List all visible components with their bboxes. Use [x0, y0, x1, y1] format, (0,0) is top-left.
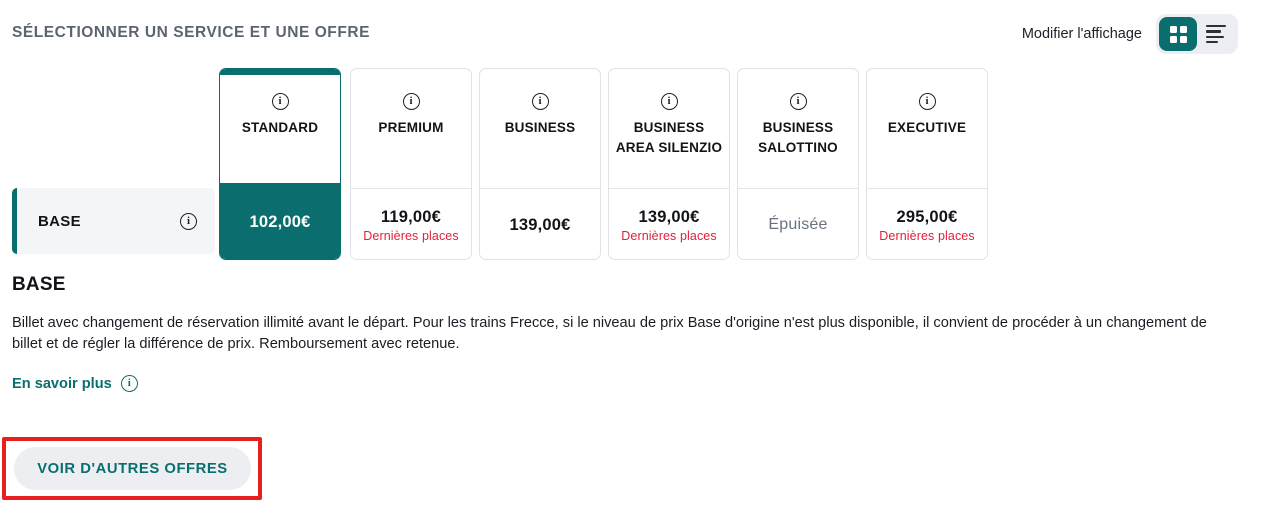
- grid-view-button[interactable]: [1159, 17, 1197, 51]
- grid-view-icon: [1169, 25, 1187, 43]
- learn-more-link[interactable]: En savoir plus i: [12, 375, 138, 392]
- info-icon[interactable]: i: [120, 375, 138, 392]
- view-toggle-group[interactable]: [1156, 14, 1238, 54]
- info-icon[interactable]: i: [789, 93, 807, 110]
- sold-out-label: Épuisée: [768, 216, 828, 233]
- info-icon[interactable]: i: [402, 93, 420, 110]
- fare-description: BASE Billet avec changement de réservati…: [12, 274, 1242, 393]
- service-name: BUSINESS SALOTTINO: [758, 120, 838, 155]
- fare-row-label-text: BASE: [38, 212, 81, 230]
- list-view-icon: [1206, 24, 1226, 44]
- price-value: 139,00€: [509, 215, 571, 234]
- service-column-business-salottino[interactable]: i BUSINESS SALOTTINO Épuisée: [737, 68, 859, 260]
- service-header-executive: i EXECUTIVE: [867, 75, 987, 189]
- fare-row-label-base[interactable]: BASE i: [12, 188, 215, 254]
- price-value: 102,00€: [249, 212, 311, 231]
- service-header-business-salottino: i BUSINESS SALOTTINO: [738, 75, 858, 189]
- service-name: EXECUTIVE: [887, 120, 967, 135]
- see-other-offers-button[interactable]: VOIR D'AUTRES OFFRES: [14, 447, 251, 490]
- info-icon[interactable]: i: [271, 93, 289, 110]
- service-header-business: i BUSINESS: [480, 75, 600, 189]
- fare-matrix: BASE i i STANDARD 102,00€ i PREMIUM 119,…: [0, 68, 1000, 260]
- price-cell-premium[interactable]: 119,00€ Dernières places: [351, 189, 471, 259]
- selected-indicator-bar: [220, 69, 340, 75]
- info-icon[interactable]: i: [660, 93, 678, 110]
- service-name: STANDARD: [241, 120, 319, 135]
- service-header-business-area-silenzio: i BUSINESS AREA SILENZIO: [609, 75, 729, 189]
- view-mode-label: Modifier l'affichage: [1021, 26, 1142, 42]
- availability-note: Dernières places: [363, 228, 459, 243]
- learn-more-label: En savoir plus: [12, 375, 112, 392]
- service-column-standard[interactable]: i STANDARD 102,00€: [219, 68, 341, 260]
- price-cell-business-area-silenzio[interactable]: 139,00€ Dernières places: [609, 189, 729, 259]
- service-name: PREMIUM: [378, 120, 444, 135]
- page-title: SÉLECTIONNER UN SERVICE ET UNE OFFRE: [12, 24, 370, 41]
- info-icon[interactable]: i: [531, 93, 549, 110]
- price-cell-standard[interactable]: 102,00€: [220, 183, 340, 259]
- availability-note: Dernières places: [621, 228, 717, 243]
- service-column-executive[interactable]: i EXECUTIVE 295,00€ Dernières places: [866, 68, 988, 260]
- page-header: SÉLECTIONNER UN SERVICE ET UNE OFFRE Mod…: [0, 0, 1266, 62]
- availability-note: Dernières places: [879, 228, 975, 243]
- info-icon[interactable]: i: [180, 212, 197, 230]
- price-cell-business-salottino: Épuisée: [738, 189, 858, 259]
- view-mode-control: Modifier l'affichage: [1022, 14, 1238, 54]
- fare-description-title: BASE: [12, 274, 66, 295]
- list-view-button[interactable]: [1197, 17, 1235, 51]
- service-header-premium: i PREMIUM: [351, 75, 471, 189]
- service-column-premium[interactable]: i PREMIUM 119,00€ Dernières places: [350, 68, 472, 260]
- service-name: BUSINESS AREA SILENZIO: [615, 120, 723, 155]
- fare-description-body: Billet avec changement de réservation il…: [12, 315, 1207, 352]
- service-column-business-area-silenzio[interactable]: i BUSINESS AREA SILENZIO 139,00€ Dernièr…: [608, 68, 730, 260]
- service-column-business[interactable]: i BUSINESS 139,00€: [479, 68, 601, 260]
- info-icon[interactable]: i: [918, 93, 936, 110]
- price-value: 295,00€: [896, 207, 958, 226]
- price-cell-executive[interactable]: 295,00€ Dernières places: [867, 189, 987, 259]
- price-cell-business[interactable]: 139,00€: [480, 189, 600, 259]
- service-header-standard: i STANDARD: [220, 75, 340, 183]
- price-value: 139,00€: [638, 207, 700, 226]
- service-name: BUSINESS: [504, 120, 576, 135]
- price-value: 119,00€: [380, 207, 442, 226]
